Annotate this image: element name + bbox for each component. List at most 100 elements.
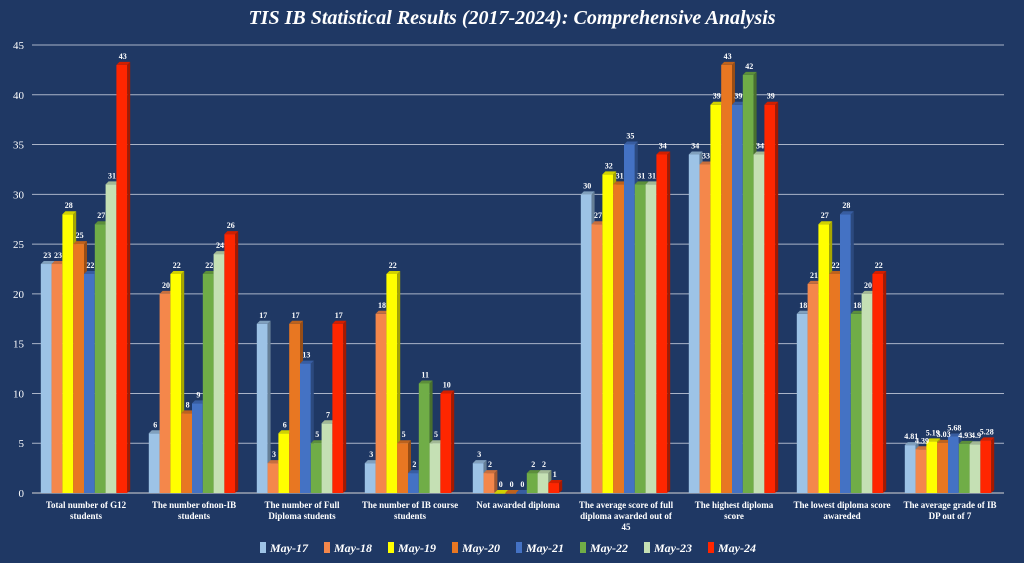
data-label: 7 xyxy=(326,410,330,419)
data-label: 5.19 xyxy=(926,428,940,437)
y-tick-label: 15 xyxy=(13,339,25,351)
y-tick-label: 25 xyxy=(13,239,25,251)
data-label: 27 xyxy=(821,211,829,220)
y-tick-label: 45 xyxy=(13,40,25,52)
data-label: 4.93 xyxy=(958,431,972,440)
legend-swatch xyxy=(644,542,650,553)
legend-item: May-22 xyxy=(580,541,628,555)
y-tick-label: 10 xyxy=(13,388,25,400)
data-label: 27 xyxy=(97,211,105,220)
data-label: 20 xyxy=(162,281,170,290)
bar xyxy=(332,320,347,493)
data-label: 24 xyxy=(216,241,224,250)
data-label: 11 xyxy=(421,370,429,379)
data-label: 6 xyxy=(153,420,157,429)
data-label: 4.9 xyxy=(971,431,981,440)
data-label: 25 xyxy=(76,231,84,240)
data-label: 22 xyxy=(86,261,94,270)
category-label: The highest diploma score xyxy=(695,500,774,521)
data-label: 28 xyxy=(65,201,73,210)
category-label: The number of IB course students xyxy=(362,500,458,521)
legend-swatch xyxy=(260,542,266,553)
data-label: 5.03 xyxy=(937,430,951,439)
legend-swatch xyxy=(516,542,522,553)
data-label: 32 xyxy=(605,161,613,170)
legend-label: May-20 xyxy=(461,541,500,555)
category-label: The number of Full Diploma students xyxy=(264,500,340,521)
data-label: 0 xyxy=(510,480,514,489)
y-axis-ticks: 0 5 10 15 20 25 30 35 40 45 xyxy=(13,40,25,500)
data-label: 27 xyxy=(594,211,602,220)
data-label: 10 xyxy=(443,380,451,389)
bar xyxy=(872,270,887,493)
data-label: 9 xyxy=(196,390,200,399)
data-label: 2 xyxy=(488,460,492,469)
data-label: 5.68 xyxy=(947,423,961,432)
data-label: 22 xyxy=(389,261,397,270)
y-tick-label: 0 xyxy=(19,488,25,500)
data-label: 4.81 xyxy=(904,432,918,441)
data-label: 20 xyxy=(864,281,872,290)
legend-label: May-23 xyxy=(653,541,692,555)
data-label: 2 xyxy=(412,460,416,469)
data-label: 31 xyxy=(648,171,656,180)
data-label: 5.28 xyxy=(980,427,994,436)
data-label: 0 xyxy=(520,480,524,489)
y-tick-label: 5 xyxy=(19,438,25,450)
bars xyxy=(40,61,995,494)
data-label: 21 xyxy=(810,271,818,280)
data-label: 23 xyxy=(43,251,51,260)
data-label: 30 xyxy=(583,181,591,190)
data-label: 4.39 xyxy=(915,436,929,445)
data-label: 31 xyxy=(108,171,116,180)
bar xyxy=(256,320,271,493)
data-label: 26 xyxy=(227,221,235,230)
legend-swatch xyxy=(580,542,586,553)
data-label: 13 xyxy=(302,351,310,360)
data-label: 22 xyxy=(832,261,840,270)
bar xyxy=(980,437,995,493)
legend-label: May-24 xyxy=(717,541,756,555)
data-label: 17 xyxy=(335,311,343,320)
data-label: 23 xyxy=(54,251,62,260)
data-label: 43 xyxy=(724,52,732,61)
data-label: 31 xyxy=(616,171,624,180)
legend-swatch xyxy=(324,542,330,553)
data-label: 31 xyxy=(637,171,645,180)
legend: May-17 May-18 May-19 May-20 May-21 May-22 May-… xyxy=(260,541,756,555)
bar xyxy=(516,490,530,494)
legend-item: May-21 xyxy=(516,541,564,555)
data-label: 8 xyxy=(186,400,190,409)
category-label: The average grade of IB DP out of 7 xyxy=(904,500,997,521)
data-label: 2 xyxy=(531,460,535,469)
data-label: 34 xyxy=(691,142,699,151)
data-label: 42 xyxy=(745,62,753,71)
legend-label: May-22 xyxy=(589,541,628,555)
legend-item: May-18 xyxy=(324,541,372,555)
legend-label: May-21 xyxy=(525,541,564,555)
y-tick-label: 35 xyxy=(13,140,25,152)
legend-label: May-17 xyxy=(269,541,309,555)
category-label: The number ofnon-IB students xyxy=(152,500,236,521)
data-label: 5 xyxy=(315,430,319,439)
data-label: 34 xyxy=(659,142,667,151)
category-label: Total number of G12 students xyxy=(46,500,127,521)
legend-item: May-19 xyxy=(388,541,436,555)
data-label: 35 xyxy=(626,132,634,141)
data-label: 5 xyxy=(402,430,406,439)
data-labels: 23 23282522273143620228922242617361713571… xyxy=(43,52,994,489)
data-label: 18 xyxy=(378,301,386,310)
data-label: 18 xyxy=(799,301,807,310)
y-tick-label: 20 xyxy=(13,289,25,301)
bar xyxy=(505,490,519,494)
legend-swatch xyxy=(708,542,714,553)
data-label: 39 xyxy=(734,92,742,101)
data-label: 33 xyxy=(702,151,710,160)
bar xyxy=(656,151,671,493)
data-label: 34 xyxy=(756,142,764,151)
legend-item: May-24 xyxy=(708,541,756,555)
bar xyxy=(440,390,455,493)
data-label: 3 xyxy=(477,450,481,459)
category-labels: Total number of G12 students The number of… xyxy=(46,500,997,532)
